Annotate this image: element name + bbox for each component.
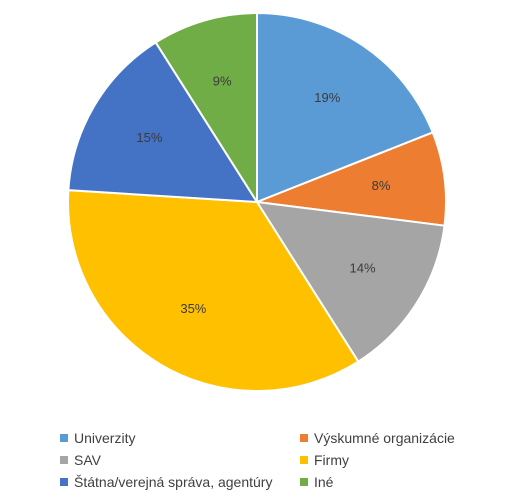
legend-label: Firmy: [314, 452, 349, 468]
legend-label: Štátna/verejná správa, agentúry: [74, 474, 273, 490]
legend-swatch: [300, 478, 308, 486]
legend-item-5: Iné: [300, 474, 500, 490]
legend-swatch: [60, 456, 68, 464]
pie-slice-5: [154, 11, 258, 206]
chart-legend: Univerzity Výskumné organizácie SAV Firmy Št…: [60, 430, 490, 490]
legend-swatch: [60, 434, 68, 442]
legend-swatch: [300, 456, 308, 464]
data-label-2: 14%: [350, 260, 376, 275]
pie-slice-2: [255, 200, 446, 363]
legend-label: Univerzity: [74, 430, 136, 446]
pie-chart: 19% 8% 14% 35% 15% 9%: [67, 11, 447, 392]
data-label-3: 35%: [180, 301, 206, 316]
legend-item-2: SAV: [60, 452, 300, 468]
legend-label: Výskumné organizácie: [314, 430, 455, 446]
pie-data-labels: 19% 8% 14% 35% 15% 9%: [136, 73, 390, 316]
data-label-0: 19%: [314, 90, 340, 105]
pie-slice-1: [256, 131, 447, 227]
pie-slice-4: [67, 41, 259, 204]
legend-item-1: Výskumné organizácie: [300, 430, 500, 446]
pie-slice-3: [67, 189, 360, 392]
pie-slice-0: [256, 11, 435, 204]
legend-item-3: Firmy: [300, 452, 500, 468]
legend-item-4: Štátna/verejná správa, agentúry: [60, 474, 300, 490]
data-label-1: 8%: [372, 178, 391, 193]
legend-label: SAV: [74, 452, 101, 468]
data-label-5: 9%: [213, 73, 232, 88]
legend-swatch: [60, 478, 68, 486]
legend-label: Iné: [314, 474, 334, 490]
legend-swatch: [300, 434, 308, 442]
pie-slices: [67, 11, 447, 392]
legend-item-0: Univerzity: [60, 430, 300, 446]
data-label-4: 15%: [136, 130, 162, 145]
